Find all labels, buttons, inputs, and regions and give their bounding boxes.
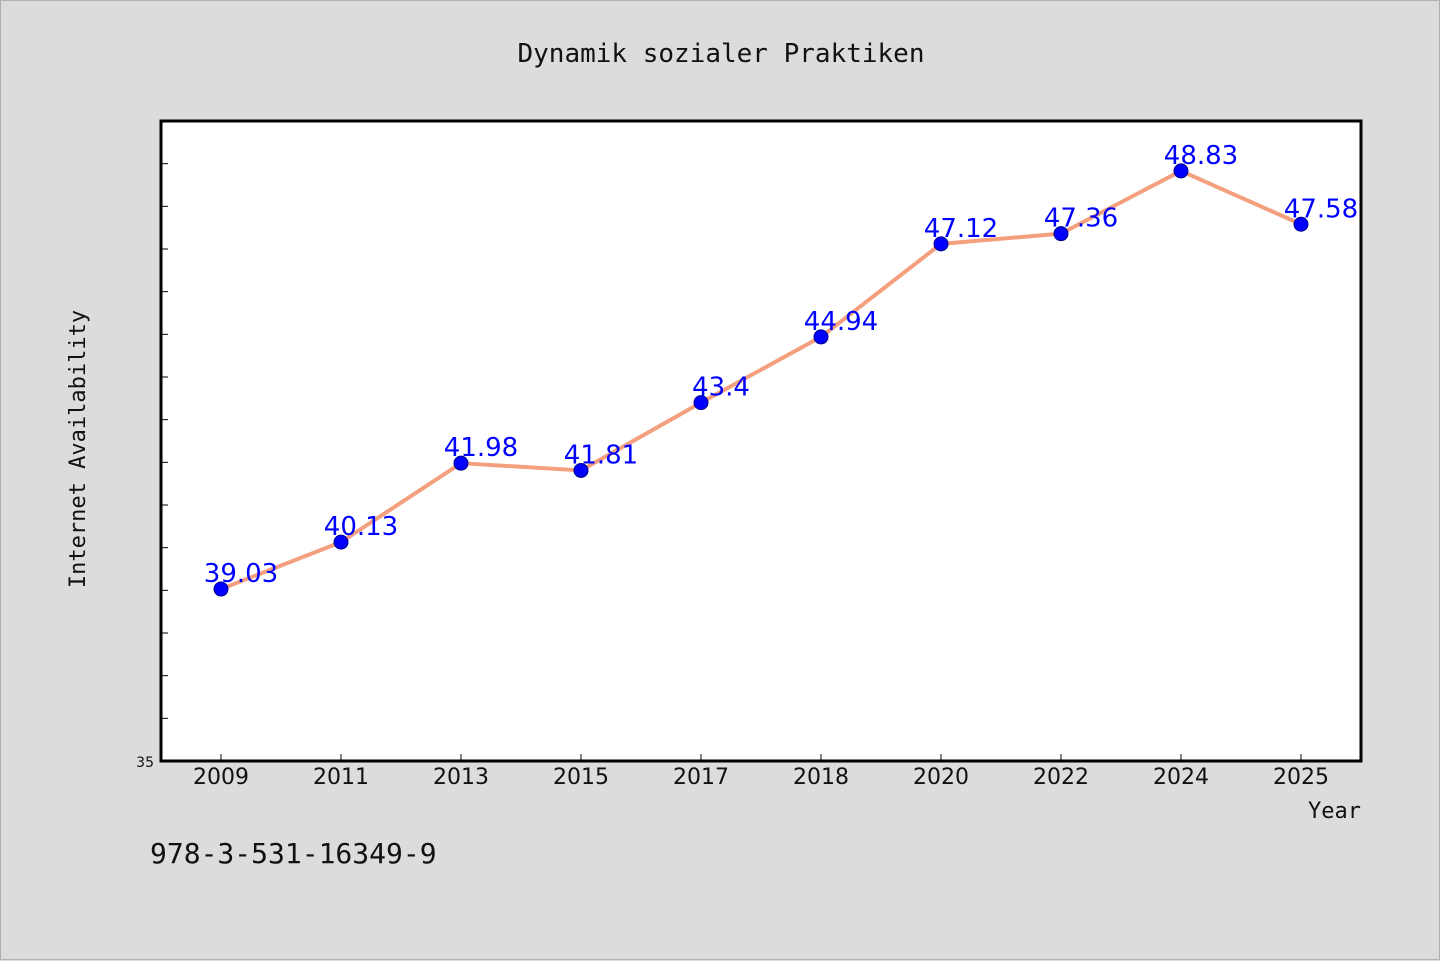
y-tick-label: 35	[136, 755, 154, 771]
data-label: 44.94	[804, 307, 878, 337]
series-markers	[213, 163, 1309, 597]
data-label: 43.4	[692, 373, 750, 403]
x-tick-label: 2013	[433, 765, 489, 790]
data-point	[693, 395, 709, 411]
data-label: 40.13	[324, 512, 398, 542]
data-label: 41.81	[564, 440, 638, 470]
y-axis-label: Internet Availability	[66, 310, 91, 588]
x-tick-label: 2020	[913, 765, 969, 790]
x-axis-ticks	[220, 754, 1302, 761]
footer-code: 978-3-531-16349-9	[150, 837, 437, 870]
x-tick-label: 2024	[1153, 765, 1209, 790]
x-tick-label: 2009	[193, 765, 249, 790]
data-point	[573, 462, 589, 478]
chart-title: Dynamik sozialer Praktiken	[518, 39, 925, 69]
x-tick-label: 2025	[1273, 765, 1329, 790]
data-point	[813, 329, 829, 345]
data-label: 47.12	[924, 214, 998, 244]
x-tick-labels: 2009 2011 2013 2015 2017 2018 2020 2022 2024 2025	[193, 765, 1329, 790]
data-point	[213, 581, 229, 597]
data-label: 48.83	[1164, 141, 1238, 171]
data-label: 41.98	[444, 433, 518, 463]
data-label: 47.36	[1044, 204, 1118, 234]
x-tick-label: 2015	[553, 765, 609, 790]
x-tick-label: 2017	[673, 765, 729, 790]
data-label: 39.03	[204, 559, 278, 589]
plot-area	[159, 119, 1363, 763]
data-point	[453, 455, 469, 471]
data-point	[1053, 226, 1069, 242]
data-point	[1293, 216, 1309, 232]
x-tick-label: 2011	[313, 765, 369, 790]
data-label: 47.58	[1284, 194, 1358, 224]
x-tick-label: 2022	[1033, 765, 1089, 790]
data-point	[1173, 163, 1189, 179]
x-tick-label: 2018	[793, 765, 849, 790]
data-labels: 39.03 40.13 41.98 41.81 43.4 44.94 47.12 47.36 4…	[204, 141, 1358, 589]
series-line	[219, 168, 1303, 592]
y-axis-ticks	[161, 163, 168, 762]
data-point	[333, 534, 349, 550]
x-axis-label: Year	[1308, 799, 1361, 824]
data-point	[933, 236, 949, 252]
